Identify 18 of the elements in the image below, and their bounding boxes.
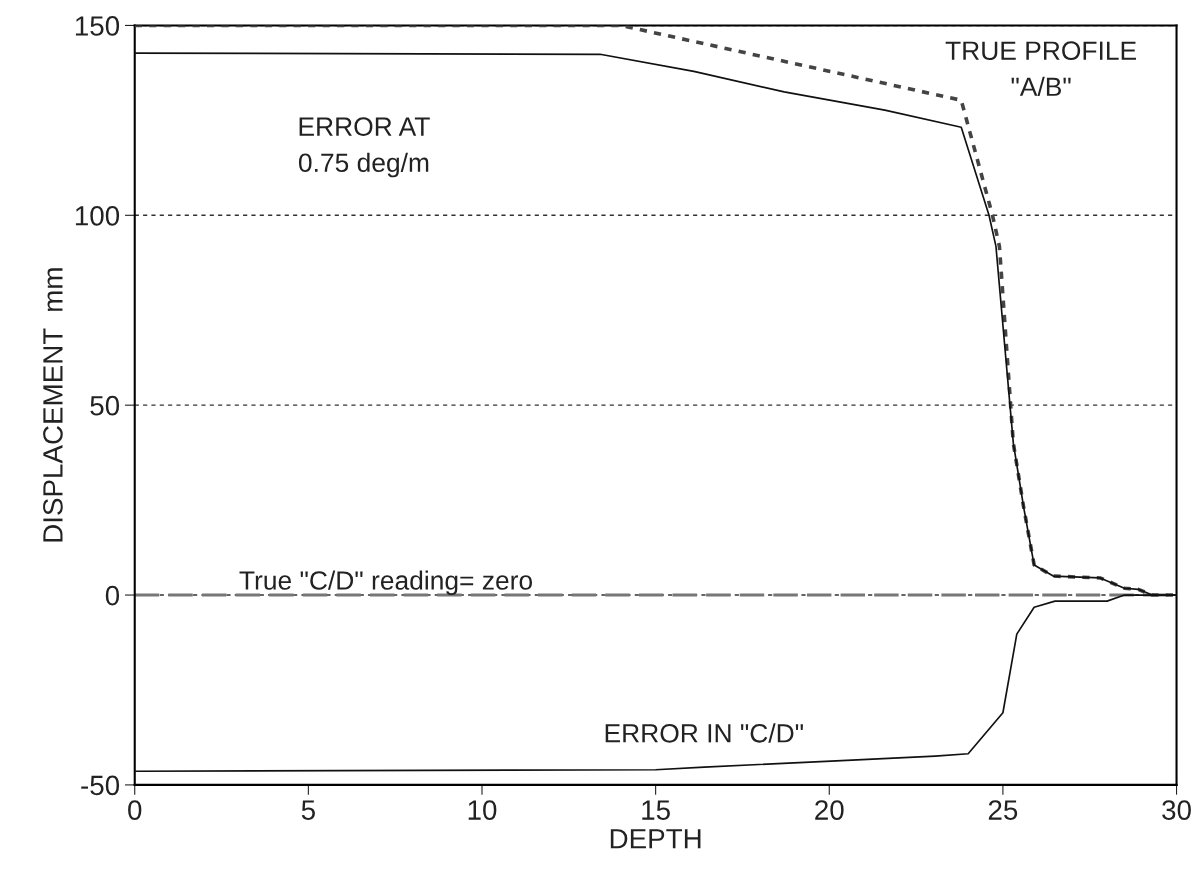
y-axis-title: DISPLACEMENT mm — [43, 268, 63, 542]
text: ERROR AT 0.75 deg/m — [298, 117, 430, 178]
y-tick-label: 100 — [75, 205, 120, 226]
x-tick-label: 0 — [128, 800, 142, 820]
x-tick-label: 30 — [1162, 800, 1191, 820]
y-tick-label: 50 — [90, 395, 120, 416]
x-axis-title: DEPTH — [610, 829, 701, 849]
x-tick-label: 10 — [468, 800, 497, 820]
y-tick-label: 150 — [75, 16, 120, 36]
series-label: TRUE PROFILE "A/B" — [945, 41, 1137, 97]
y-tick-label: -50 — [81, 775, 120, 796]
x-tick-label: 5 — [301, 800, 315, 820]
y-tick-label: 0 — [105, 585, 120, 606]
x-tick-label: 15 — [642, 800, 670, 820]
ref-line-label: True "C/D" reading= zero — [239, 570, 533, 596]
x-tick-label: 20 — [815, 800, 844, 820]
series-label: ERROR IN "C/D" — [605, 723, 803, 743]
x-tick-label: 25 — [988, 800, 1018, 820]
